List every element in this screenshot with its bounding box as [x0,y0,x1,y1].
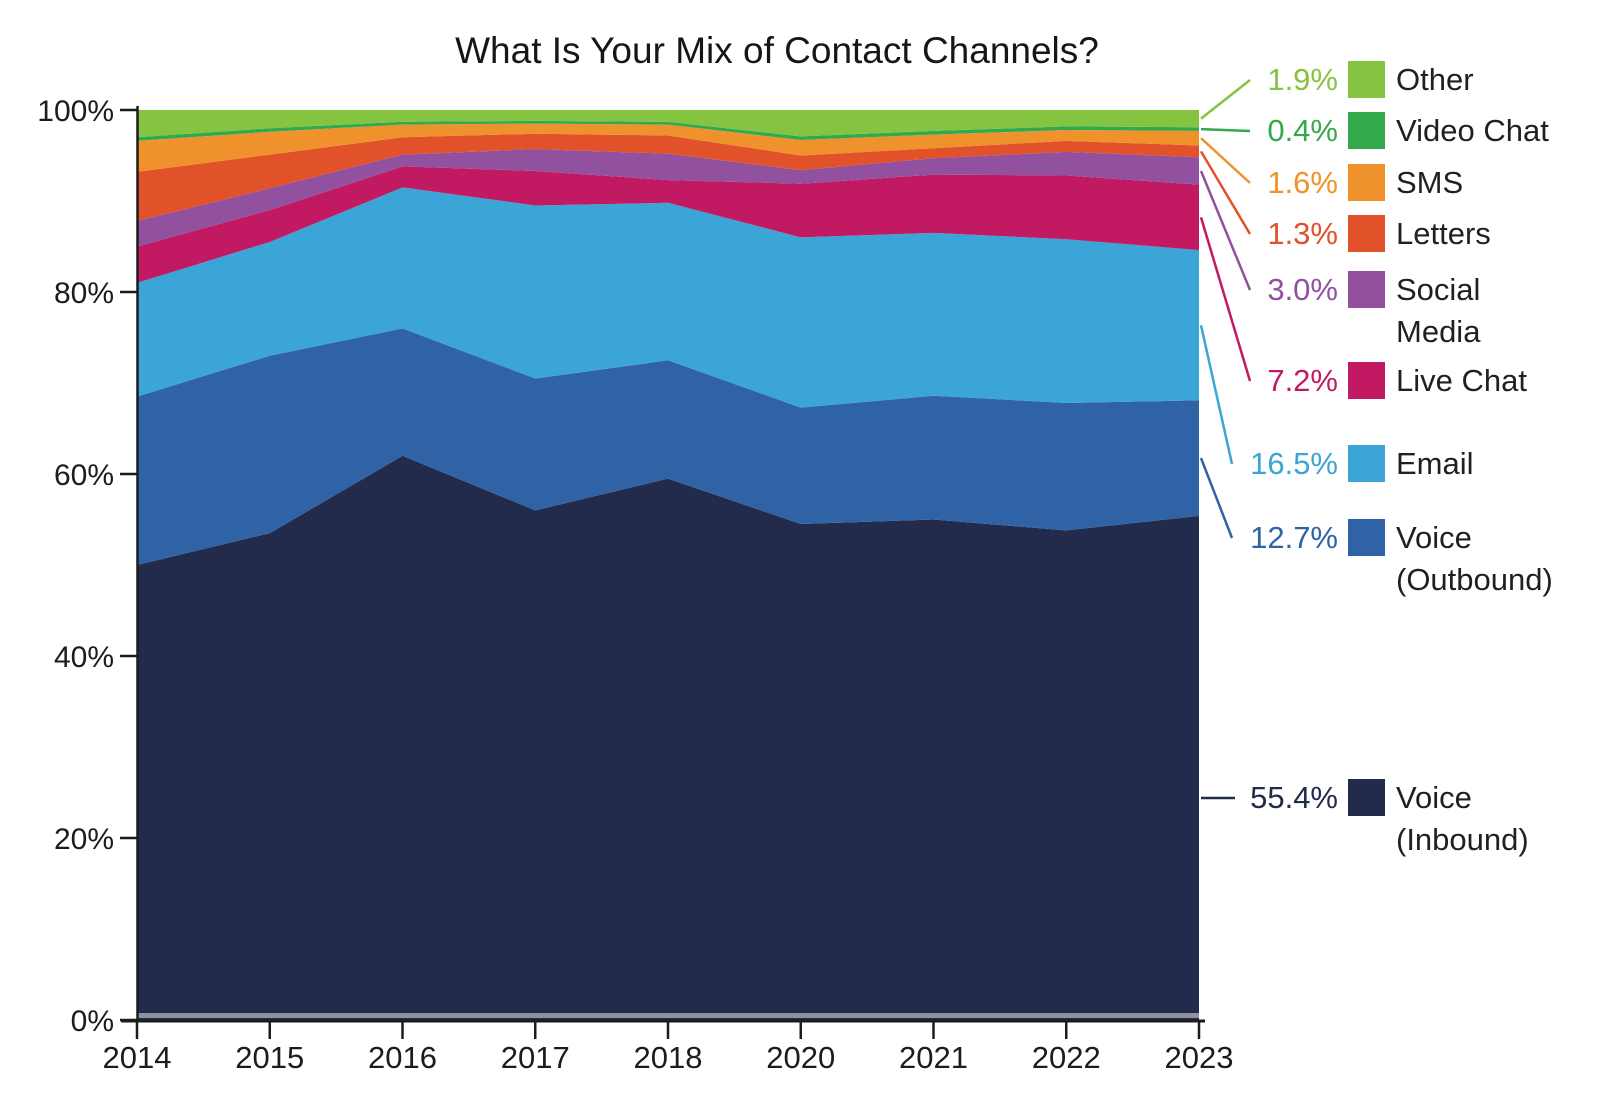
legend-label-voice-inbound: Voice (Inbound) [1396,780,1529,857]
leader-line-video-chat [1200,127,1251,133]
legend-value-letters: 1.3% [1267,216,1338,251]
leader-line-social-media [1199,170,1252,291]
legend-label-other: Other [1396,62,1474,97]
x-tick-label-2021: 2021 [899,1040,968,1075]
legend-swatch-email [1348,445,1385,482]
x-tick-label-2016: 2016 [368,1040,437,1075]
area-other [137,110,1199,138]
x-tick-label-2023: 2023 [1165,1040,1234,1075]
legend-swatch-voice-inbound [1348,779,1385,816]
area-series [137,110,1199,1020]
chart-title: What Is Your Mix of Contact Channels? [455,30,1099,71]
legend-swatch-other [1348,61,1385,98]
axes: 0% 20% 40% 60% 80% 100% 2014 2015 2016 2017 2018 20… [37,95,1233,1075]
x-tick-label-2017: 2017 [501,1040,570,1075]
area-letters [137,133,1199,221]
y-tick-label-100: 100% [37,95,114,128]
leader-line-voice-outbound [1199,457,1234,539]
legend-value-live-chat: 7.2% [1267,363,1338,398]
y-tick-label-0: 0% [71,1005,114,1038]
legend-swatch-video-chat [1348,112,1385,149]
area-sms [137,123,1199,172]
legend-label-letters: Letters [1396,216,1491,251]
x-tick-label-2014: 2014 [103,1040,172,1075]
leader-lines [1199,79,1252,800]
legend-label-live-chat: Live Chat [1396,363,1527,398]
area-social-media [137,149,1199,247]
legend-label-sms: SMS [1396,165,1464,200]
legend-value-social-media: 3.0% [1267,272,1338,307]
legend-swatch-social-media [1348,271,1385,308]
x-tick-label-2020: 2020 [766,1040,835,1075]
y-tick-label-80: 80% [54,277,114,310]
legend-swatch-live-chat [1348,362,1385,399]
legend-swatch-sms [1348,164,1385,201]
legend-label-email: Email [1396,446,1474,481]
leader-line-letters [1199,150,1252,235]
leader-line-sms [1200,137,1251,184]
leader-line-live-chat [1199,217,1252,382]
leader-line-email [1199,324,1234,465]
x-tick-label-2018: 2018 [634,1040,703,1075]
y-tick-label-20: 20% [54,823,114,856]
area-email [137,187,1199,408]
legend-label-social-media: Social Media [1396,272,1481,349]
legend-value-email: 16.5% [1250,446,1338,481]
area-video-chat [137,120,1199,141]
legend-value-sms: 1.6% [1267,165,1338,200]
y-tick-label-60: 60% [54,459,114,492]
legend-value-video-chat: 0.4% [1267,113,1338,148]
legend-value-other: 1.9% [1267,62,1338,97]
x-tick-label-2022: 2022 [1032,1040,1101,1075]
legend-swatch-letters [1348,215,1385,252]
area-live-chat [137,166,1199,283]
area-voice-outbound [137,328,1199,565]
x-tick-label-2015: 2015 [235,1040,304,1075]
legend-label-voice-outbound: Voice (Outbound) [1396,520,1553,597]
y-tick-label-40: 40% [54,641,114,674]
legend-swatch-voice-outbound [1348,519,1385,556]
legend-value-voice-inbound: 55.4% [1250,780,1338,815]
legend-label-video-chat: Video Chat [1396,113,1549,148]
legend-value-voice-outbound: 12.7% [1250,520,1338,555]
leader-line-other [1200,79,1251,120]
area-voice-inbound [137,455,1199,1020]
